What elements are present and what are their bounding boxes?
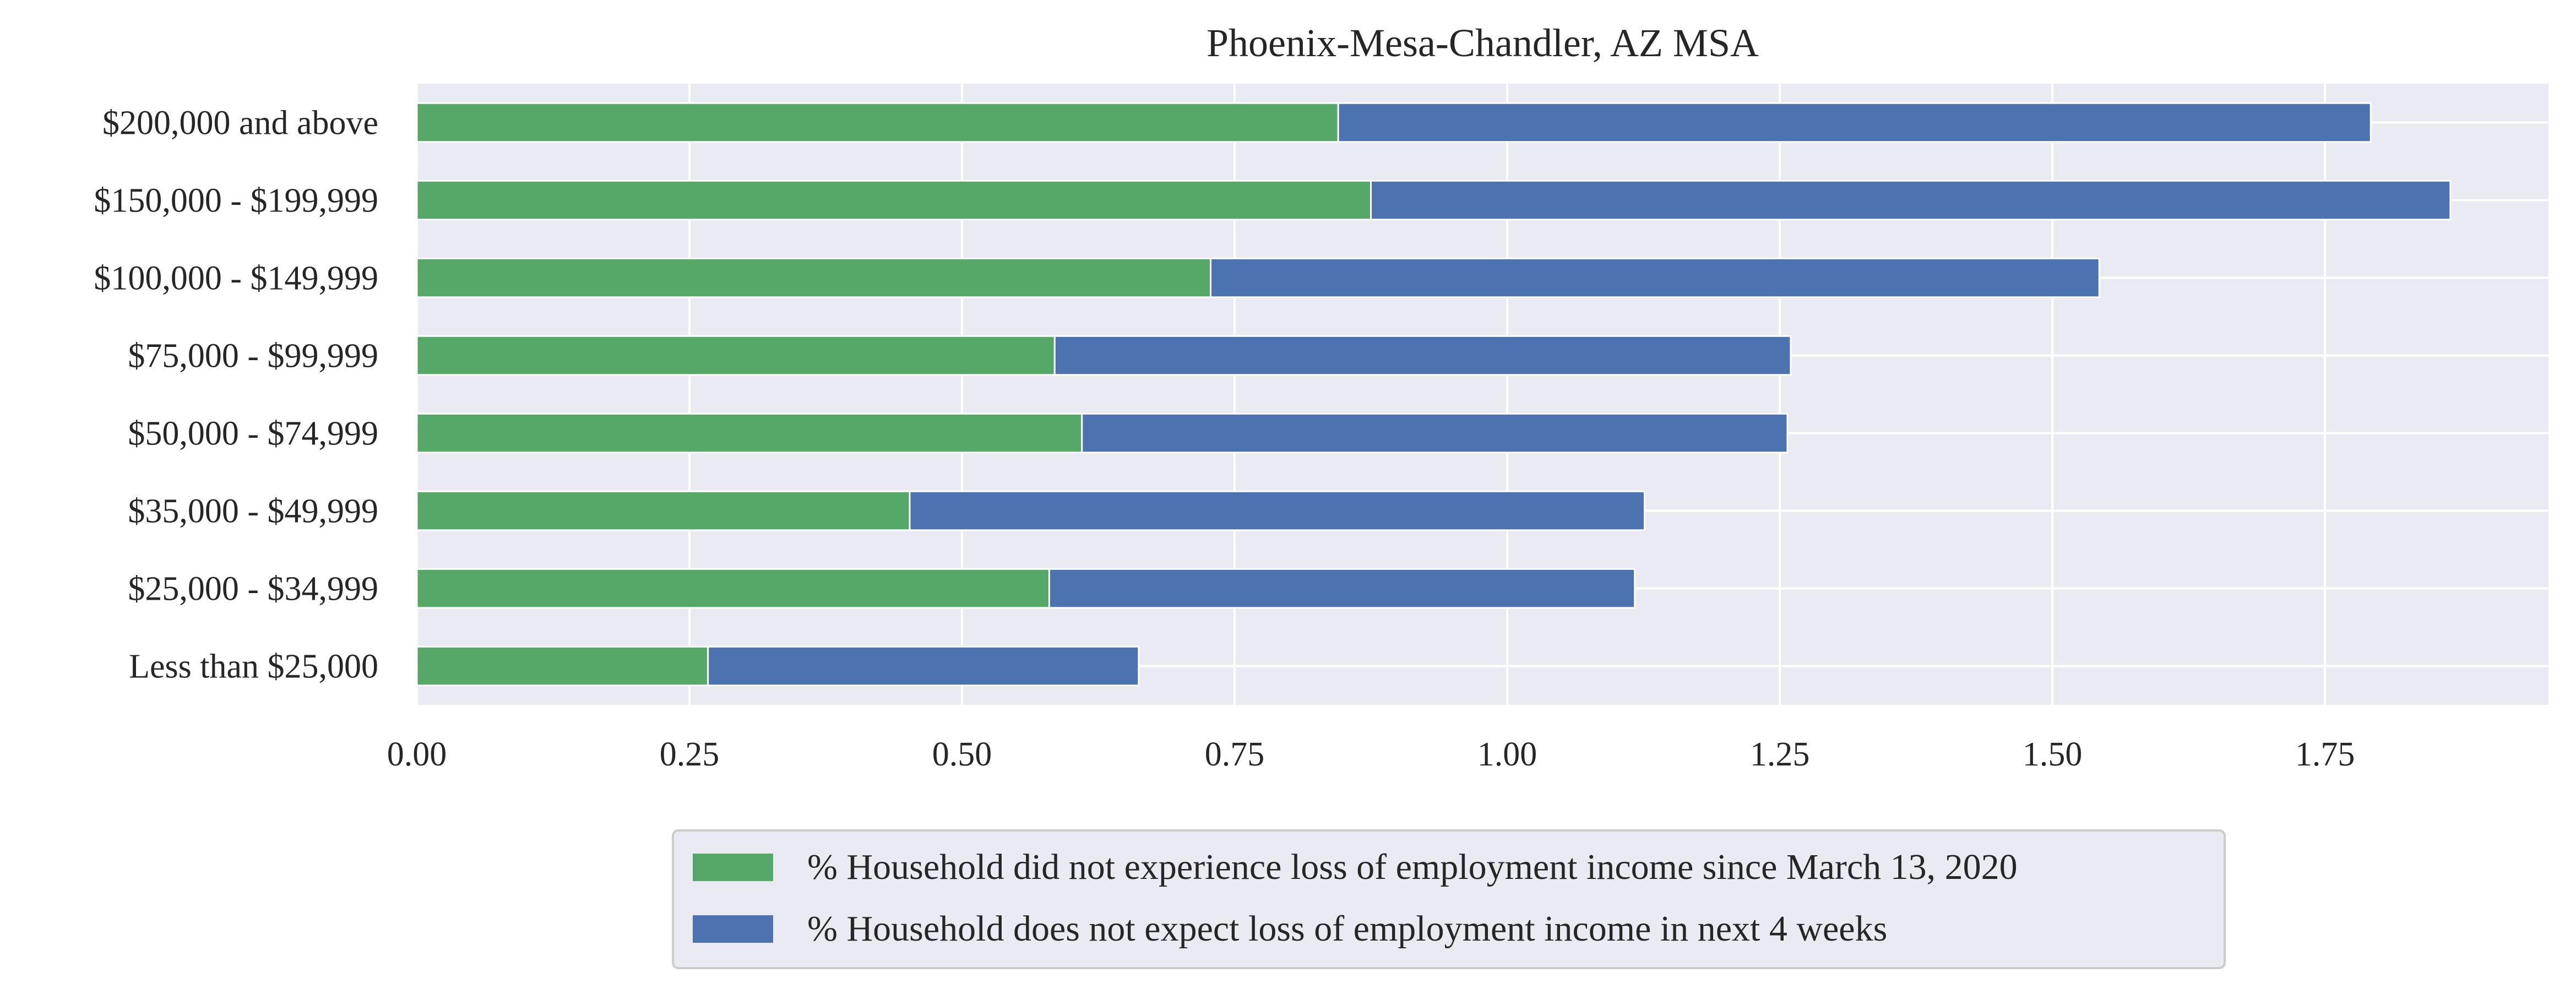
bar-series-1	[416, 335, 1056, 376]
bar-series-1	[416, 180, 1372, 221]
legend-box	[672, 829, 2226, 969]
y-tick-label: $150,000 - $199,999	[94, 182, 378, 220]
legend-label-series-2: % Household does not expect loss of empl…	[807, 909, 1887, 949]
y-tick-label: $100,000 - $149,999	[94, 260, 378, 297]
bar-series-1	[416, 490, 911, 531]
bar-series-1	[416, 568, 1050, 609]
y-axis-labels: $200,000 and above $150,000 - $199,999 $10…	[94, 105, 378, 686]
legend-label-series-1: % Household did not experience loss of e…	[807, 847, 2018, 887]
bar-series-2	[1081, 412, 1789, 454]
bar-series-1	[416, 645, 709, 687]
bar-series-2	[1370, 180, 2452, 221]
legend: % Household did not experience loss of e…	[672, 829, 2226, 969]
x-tick-label: 0.50	[932, 736, 992, 773]
bar-series-2	[1209, 257, 2100, 298]
x-tick-label: 1.25	[1750, 736, 1810, 773]
bar-series-2	[1337, 102, 2372, 143]
y-tick-label: $35,000 - $49,999	[128, 493, 378, 530]
y-tick-label: $200,000 and above	[102, 105, 378, 142]
bar-series-1	[416, 102, 1339, 143]
legend-swatch-series-2	[693, 915, 773, 943]
y-tick-label: $75,000 - $99,999	[128, 338, 378, 375]
bar-series-1	[416, 257, 1211, 298]
x-tick-label: 0.25	[660, 736, 720, 773]
x-tick-label: 0.75	[1205, 736, 1265, 773]
x-tick-label: 0.00	[387, 736, 447, 773]
x-tick-label: 1.50	[2023, 736, 2083, 773]
legend-swatch-series-1	[693, 854, 773, 881]
y-tick-label: Less than $25,000	[129, 648, 378, 686]
x-tick-label: 1.00	[1477, 736, 1537, 773]
chart-title: Phoenix-Mesa-Chandler, AZ MSA	[1207, 21, 1759, 65]
x-axis-ticks: 0.00 0.25 0.50 0.75 1.00 1.25 1.50 1.75	[387, 736, 2355, 773]
bar-series-1	[416, 412, 1083, 454]
bars	[416, 102, 2452, 687]
plot-area	[417, 84, 2548, 705]
bar-series-2	[909, 490, 1646, 531]
bar-series-2	[707, 645, 1140, 687]
x-tick-label: 1.75	[2295, 736, 2355, 773]
bar-series-2	[1048, 568, 1636, 609]
bar-series-2	[1053, 335, 1792, 376]
y-tick-label: $50,000 - $74,999	[128, 415, 378, 453]
y-tick-label: $25,000 - $34,999	[128, 571, 378, 608]
